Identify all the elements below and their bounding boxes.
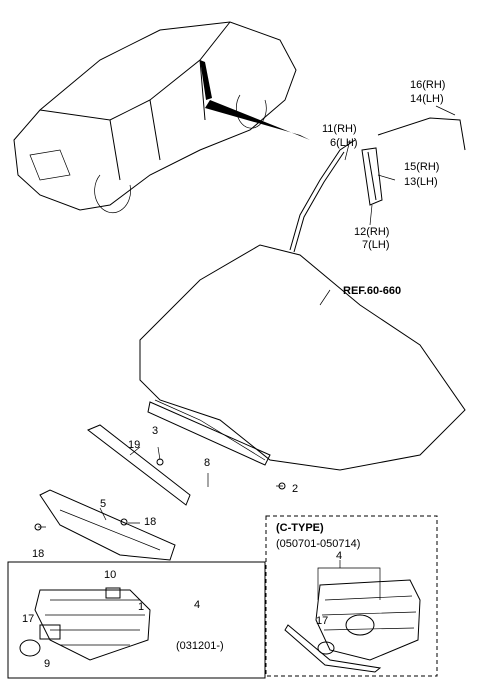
part-label: 17 (316, 615, 328, 627)
part-label: 17 (22, 613, 34, 625)
part-label: 1 (138, 601, 144, 613)
part-label: 4 (194, 599, 200, 611)
part-label: 2 (292, 483, 298, 495)
reference-label: REF.60-660 (343, 285, 401, 297)
part-label: 11(RH) (322, 123, 357, 135)
part-label: 18 (144, 516, 156, 528)
part-label: 7(LH) (362, 239, 390, 251)
variant-title: (C-TYPE) (276, 522, 324, 534)
part-label: 13(LH) (404, 176, 438, 188)
part-label: 9 (44, 658, 50, 670)
part-label: 14(LH) (410, 93, 444, 105)
part-label: 3 (152, 425, 158, 437)
part-label: 16(RH) (410, 79, 445, 91)
part-label: 19 (128, 439, 140, 451)
part-label: 10 (104, 569, 116, 581)
drawing (7, 21, 466, 679)
part-label: 4 (336, 550, 342, 562)
part-label: (031201-) (176, 640, 224, 652)
part-label: 6(LH) (330, 137, 358, 149)
part-label: 5 (100, 498, 106, 510)
part-label: 18 (32, 548, 44, 560)
variant-date: (050701-050714) (276, 538, 360, 550)
part-label: 8 (204, 457, 210, 469)
part-label: 12(RH) (354, 226, 389, 238)
part-label: 15(RH) (404, 161, 439, 173)
